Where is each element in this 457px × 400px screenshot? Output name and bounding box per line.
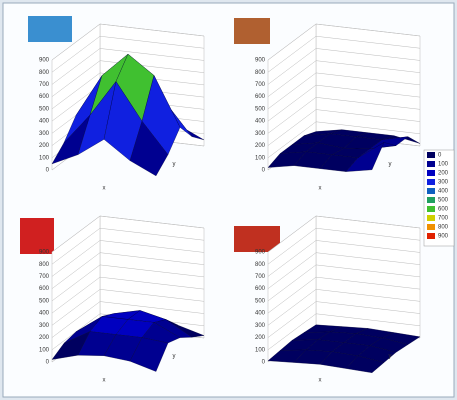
z-tick-label: 900 <box>39 58 50 64</box>
legend-swatch <box>427 197 435 203</box>
legend-label: 700 <box>438 216 449 222</box>
z-tick-label: 200 <box>39 143 50 149</box>
z-tick-label: 300 <box>39 323 50 329</box>
y-axis-label: y <box>173 354 176 360</box>
y-axis-label: y <box>173 162 176 168</box>
z-tick-label: 300 <box>255 323 266 329</box>
z-tick-label: 800 <box>39 70 50 76</box>
z-tick-label: 100 <box>255 347 266 353</box>
legend-swatch <box>427 152 435 158</box>
z-tick-label: 300 <box>255 131 266 137</box>
legend-label: 800 <box>438 225 449 231</box>
legend-swatch <box>427 224 435 230</box>
legend-label: 600 <box>438 207 449 213</box>
z-tick-label: 100 <box>255 155 266 161</box>
y-axis-label: y <box>389 354 392 360</box>
legend-label: 400 <box>438 189 449 195</box>
z-tick-label: 400 <box>255 119 266 125</box>
z-tick-label: 700 <box>39 274 50 280</box>
z-tick-label: 300 <box>39 131 50 137</box>
z-tick-label: 600 <box>39 94 50 100</box>
z-tick-label: 900 <box>39 250 50 256</box>
x-axis-label: x <box>103 186 106 192</box>
figure: 0100200300400500600700800900xy0100200300… <box>0 0 457 400</box>
z-tick-label: 800 <box>39 262 50 268</box>
z-tick-label: 500 <box>255 298 266 304</box>
legend-swatch <box>427 233 435 239</box>
z-tick-label: 800 <box>255 262 266 268</box>
z-tick-label: 500 <box>39 298 50 304</box>
z-tick-label: 600 <box>255 94 266 100</box>
z-tick-label: 200 <box>255 335 266 341</box>
legend-swatch <box>427 170 435 176</box>
legend-swatch <box>427 215 435 221</box>
z-tick-label: 400 <box>39 311 50 317</box>
z-tick-label: 500 <box>255 106 266 112</box>
z-tick-label: 400 <box>39 119 50 125</box>
legend-label: 100 <box>438 162 449 168</box>
z-tick-label: 600 <box>39 286 50 292</box>
z-tick-label: 100 <box>39 347 50 353</box>
z-tick-label: 900 <box>255 58 266 64</box>
x-axis-label: x <box>319 378 322 384</box>
photo <box>28 16 72 42</box>
legend-swatch <box>427 161 435 167</box>
z-tick-label: 900 <box>255 250 266 256</box>
z-tick-label: 700 <box>255 274 266 280</box>
x-axis-label: x <box>103 378 106 384</box>
z-tick-label: 400 <box>255 311 266 317</box>
z-tick-label: 700 <box>255 82 266 88</box>
legend-swatch <box>427 188 435 194</box>
legend-swatch <box>427 206 435 212</box>
legend-label: 200 <box>438 171 449 177</box>
z-tick-label: 200 <box>255 143 266 149</box>
z-tick-label: 500 <box>39 106 50 112</box>
legend-label: 900 <box>438 234 449 240</box>
photo <box>234 18 270 44</box>
legend-label: 300 <box>438 180 449 186</box>
z-tick-label: 700 <box>39 82 50 88</box>
x-axis-label: x <box>319 186 322 192</box>
legend-swatch <box>427 179 435 185</box>
y-axis-label: y <box>389 162 392 168</box>
legend-label: 500 <box>438 198 449 204</box>
z-tick-label: 200 <box>39 335 50 341</box>
z-tick-label: 800 <box>255 70 266 76</box>
z-tick-label: 600 <box>255 286 266 292</box>
z-tick-label: 100 <box>39 155 50 161</box>
